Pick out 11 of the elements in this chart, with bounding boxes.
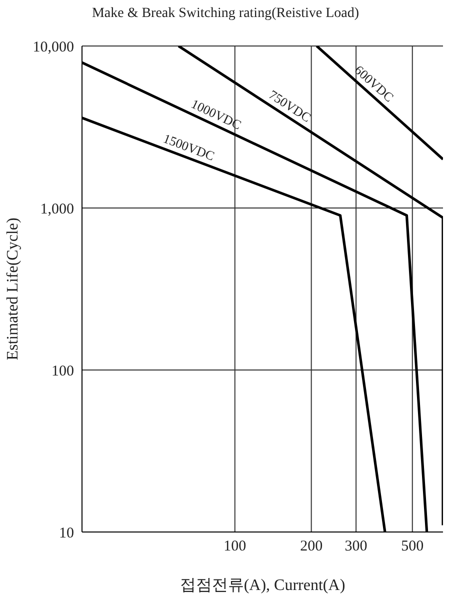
x-axis-title: 접점전류(A), Current(A) (180, 577, 346, 594)
x-tick-label: 100 (224, 538, 246, 555)
y-axis-title: Estimated Life(Cycle) (4, 218, 22, 360)
y-tick-label: 10,000 (32, 39, 74, 56)
x-tick-label: 500 (401, 538, 424, 555)
y-tick-label: 10 (59, 525, 74, 542)
x-tick-label: 300 (344, 538, 368, 555)
chart-title: Make & Break Switching rating(Reistive Load) (90, 5, 360, 23)
x-tick-label: 200 (300, 538, 323, 555)
y-tick-label: 1,000 (40, 201, 74, 218)
y-tick-label: 100 (52, 363, 74, 380)
